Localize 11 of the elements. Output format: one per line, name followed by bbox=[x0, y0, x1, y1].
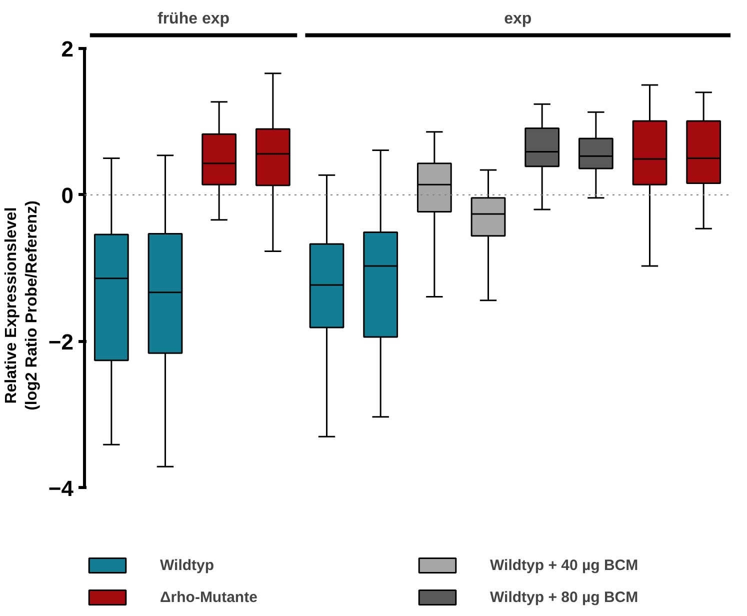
legend-label: Wildtyp + 80 µg BCM bbox=[490, 588, 640, 606]
text: exp bbox=[504, 10, 532, 28]
y-tick-label: −4 bbox=[48, 476, 74, 501]
y-tick-label: 2 bbox=[61, 36, 74, 62]
legend-label: Wildtyp + 40 µg BCM bbox=[490, 556, 640, 574]
y-axis-title: Relative Expressionslevel (log2 Ratio Probe/Referenz) bbox=[3, 200, 40, 410]
y-tick-label: 0 bbox=[61, 182, 74, 208]
legend-label: Wildtyp bbox=[160, 556, 216, 574]
legend-label: Δrho-Mutante bbox=[160, 588, 258, 606]
text: frühe exp bbox=[158, 10, 230, 28]
y-tick-label: −2 bbox=[48, 329, 74, 354]
